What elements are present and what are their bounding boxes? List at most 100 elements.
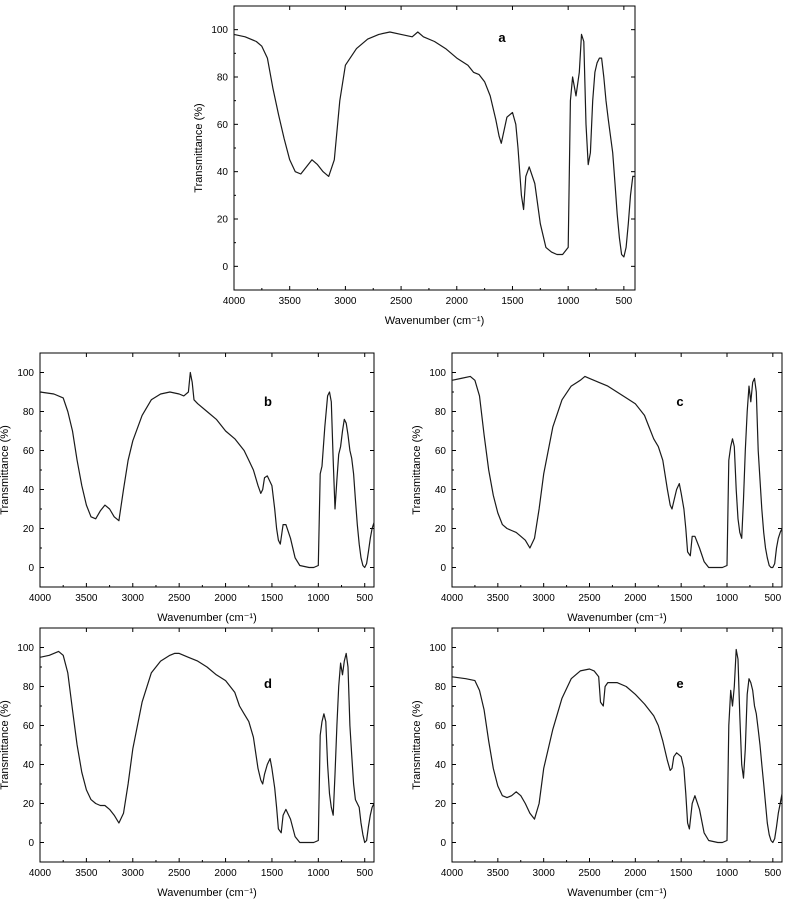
x-tick-label: 2500 (578, 593, 601, 604)
x-tick-label: 4000 (441, 593, 464, 604)
panel-b: 4000 3500 3000 2500 2000 1500 1000 500 0 20 40 60 80… (0, 352, 375, 624)
x-tick-label: 2000 (214, 593, 237, 604)
x-tick-label: 2000 (624, 868, 647, 879)
panel-letter: a (498, 30, 506, 45)
y-tick-label: 100 (429, 368, 446, 379)
y-tick-label: 60 (435, 446, 447, 457)
y-tick-label: 40 (435, 485, 447, 496)
x-tick-label: 2500 (578, 868, 601, 879)
y-tick-label: 60 (23, 446, 35, 457)
x-tick-label: 1500 (670, 593, 693, 604)
y-tick-label: 0 (28, 563, 34, 574)
x-tick-label: 500 (356, 868, 373, 879)
x-tick-label: 1500 (261, 868, 284, 879)
y-tick-label: 80 (435, 682, 447, 693)
plot-frame (39, 627, 375, 863)
y-tick-label: 80 (217, 73, 229, 84)
x-tick-label: 500 (356, 593, 373, 604)
x-tick-label: 1000 (307, 593, 330, 604)
x-axis-label: Wavenumber (cm⁻¹) (157, 887, 257, 899)
y-tick-label: 40 (23, 760, 35, 771)
x-tick-label: 1000 (557, 296, 580, 307)
x-tick-label: 4000 (223, 296, 246, 307)
spectrum-line (451, 375, 783, 569)
x-tick-label: 3500 (487, 868, 510, 879)
y-tick-label: 60 (435, 721, 447, 732)
y-tick-label: 80 (23, 682, 35, 693)
x-tick-label: 3000 (122, 868, 145, 879)
y-tick-label: 20 (435, 799, 447, 810)
spectrum-line (39, 650, 375, 844)
x-tick-label: 500 (764, 593, 781, 604)
x-tick-label: 4000 (441, 868, 464, 879)
panel-a: 4000 3500 3000 2500 2000 1500 1000 500 0 20 40 60 80… (193, 5, 636, 327)
panel-c: 4000 3500 3000 2500 2000 1500 1000 500 0 20 40 60 80… (411, 352, 783, 624)
x-tick-label: 4000 (29, 868, 52, 879)
x-tick-label: 2000 (214, 868, 237, 879)
y-tick-label: 100 (211, 25, 228, 36)
y-tick-label: 0 (440, 563, 446, 574)
panel-letter: e (676, 676, 683, 691)
y-tick-label: 20 (435, 524, 447, 535)
x-tick-label: 1000 (307, 868, 330, 879)
x-tick-label: 2500 (390, 296, 413, 307)
spectrum-line (451, 648, 783, 844)
y-axis-label: Transmittance (%) (0, 425, 11, 514)
y-tick-label: 0 (440, 838, 446, 849)
x-tick-label: 3500 (75, 593, 98, 604)
panel-letter: b (264, 394, 272, 409)
x-tick-label: 2000 (624, 593, 647, 604)
y-tick-label: 80 (435, 407, 447, 418)
y-axis-label: Transmittance (%) (193, 103, 205, 192)
x-tick-label: 3000 (122, 593, 145, 604)
x-tick-label: 1000 (716, 593, 739, 604)
x-tick-label: 1500 (501, 296, 524, 307)
y-tick-label: 80 (23, 407, 35, 418)
y-axis-label: Transmittance (%) (411, 425, 423, 514)
x-tick-label: 3000 (334, 296, 357, 307)
x-tick-label: 3500 (75, 868, 98, 879)
x-tick-label: 3000 (533, 868, 556, 879)
y-tick-label: 40 (217, 167, 229, 178)
panel-e: 4000 3500 3000 2500 2000 1500 1000 500 0 20 40 60 80… (411, 627, 783, 899)
y-tick-label: 20 (217, 215, 229, 226)
y-tick-label: 20 (23, 524, 35, 535)
y-axis-label: Transmittance (%) (0, 700, 11, 789)
x-tick-label: 1500 (261, 593, 284, 604)
spectrum-line (233, 31, 635, 258)
y-tick-label: 20 (23, 799, 35, 810)
y-tick-label: 100 (429, 643, 446, 654)
plot-frame (451, 627, 783, 863)
panel-letter: d (264, 676, 272, 691)
x-tick-label: 2000 (446, 296, 469, 307)
x-axis-label: Wavenumber (cm⁻¹) (567, 612, 667, 624)
x-tick-label: 500 (764, 868, 781, 879)
x-tick-label: 2500 (168, 593, 191, 604)
panel-letter: c (676, 394, 683, 409)
y-tick-label: 40 (23, 485, 35, 496)
plot-frame (233, 5, 636, 291)
plot-frame (39, 352, 375, 588)
y-axis-label: Transmittance (%) (411, 700, 423, 789)
y-tick-label: 60 (23, 721, 35, 732)
plot-frame (451, 352, 783, 588)
y-tick-label: 100 (17, 368, 34, 379)
x-tick-label: 500 (616, 296, 633, 307)
x-tick-label: 3500 (279, 296, 302, 307)
x-axis-label: Wavenumber (cm⁻¹) (385, 315, 485, 327)
x-tick-label: 1500 (670, 868, 693, 879)
x-tick-label: 3500 (487, 593, 510, 604)
x-tick-label: 1000 (716, 868, 739, 879)
y-tick-label: 0 (28, 838, 34, 849)
x-axis-label: Wavenumber (cm⁻¹) (567, 887, 667, 899)
x-tick-label: 3000 (533, 593, 556, 604)
x-axis-label: Wavenumber (cm⁻¹) (157, 612, 257, 624)
panel-d: 4000 3500 3000 2500 2000 1500 1000 500 0 20 40 60 80… (0, 627, 375, 899)
x-tick-label: 4000 (29, 593, 52, 604)
y-tick-label: 100 (17, 643, 34, 654)
y-tick-label: 60 (217, 120, 229, 131)
y-tick-label: 40 (435, 760, 447, 771)
y-tick-label: 0 (222, 262, 228, 273)
spectrum-line (39, 371, 375, 569)
